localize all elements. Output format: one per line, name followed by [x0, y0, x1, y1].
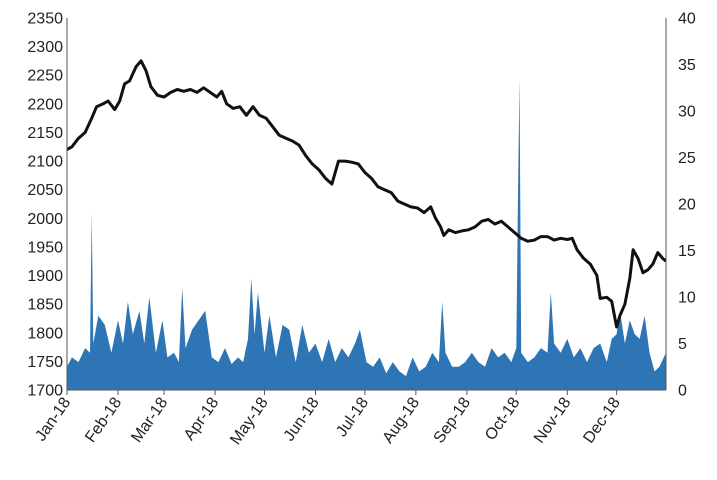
x-tick-label: Apr-18	[181, 394, 223, 443]
right-tick-label: 30	[678, 104, 696, 121]
x-tick-label: Jun-18	[281, 394, 323, 444]
left-tick-label: 1850	[27, 297, 63, 314]
right-tick-label: 10	[678, 290, 696, 307]
left-tick-label: 2050	[27, 182, 63, 199]
left-tick-label: 2200	[27, 96, 63, 113]
left-tick-label: 2250	[27, 68, 63, 85]
left-tick-label: 1900	[27, 268, 63, 285]
right-tick-label: 0	[678, 383, 687, 400]
x-tick-label: Sep-18	[431, 394, 475, 446]
left-tick-label: 1750	[27, 354, 63, 371]
axes	[66, 18, 667, 395]
right-tick-label: 25	[678, 150, 696, 167]
x-tick-label: Nov-18	[531, 394, 575, 446]
x-tick-label: Oct-18	[482, 394, 524, 443]
x-tick-label: Aug-18	[380, 394, 424, 446]
right-tick-label: 40	[678, 11, 696, 28]
left-tick-label: 2150	[27, 125, 63, 142]
x-tick-label: Jan-18	[32, 394, 74, 444]
left-tick-label: 1700	[27, 383, 63, 400]
price-line	[66, 59, 667, 329]
right-tick-label: 20	[678, 197, 696, 214]
left-tick-label: 2100	[27, 154, 63, 171]
left-tick-label: 2300	[27, 39, 63, 56]
x-tick-label: Jul-18	[333, 394, 372, 440]
volume-area	[67, 78, 666, 391]
x-tick-label: Mar-18	[128, 394, 171, 445]
right-axis-tick-labels: 0 5 10 15 20 25 30 35 40	[678, 11, 696, 400]
right-tick-label: 15	[678, 243, 696, 260]
x-tick-label: Feb-18	[82, 394, 125, 445]
right-tick-label: 5	[678, 336, 687, 353]
area-series	[67, 78, 666, 391]
left-tick-label: 1800	[27, 325, 63, 342]
left-tick-label: 1950	[27, 239, 63, 256]
left-tick-label: 2000	[27, 211, 63, 228]
x-tick-label: Dec-18	[580, 394, 624, 446]
x-axis-tick-labels: Jan-18 Feb-18 Mar-18 Apr-18 May-18 Jun-18 Jul-…	[32, 394, 624, 448]
line-series	[66, 59, 667, 329]
left-tick-label: 2350	[27, 11, 63, 28]
x-tick-label: May-18	[227, 394, 272, 448]
right-tick-label: 35	[678, 57, 696, 74]
left-axis-tick-labels: 1700 1750 1800 1850 1900 1950 2000 2050 2100 2150…	[27, 11, 63, 400]
